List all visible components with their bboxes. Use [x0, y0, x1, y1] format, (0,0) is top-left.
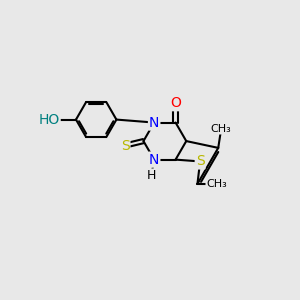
Text: N: N: [149, 153, 159, 166]
Text: N: N: [149, 116, 159, 130]
Text: HO: HO: [38, 112, 60, 127]
Text: S: S: [121, 139, 129, 152]
Text: CH₃: CH₃: [206, 179, 227, 189]
Text: H: H: [146, 169, 156, 182]
Text: S: S: [196, 154, 205, 168]
Text: O: O: [170, 96, 181, 110]
Text: CH₃: CH₃: [211, 124, 232, 134]
